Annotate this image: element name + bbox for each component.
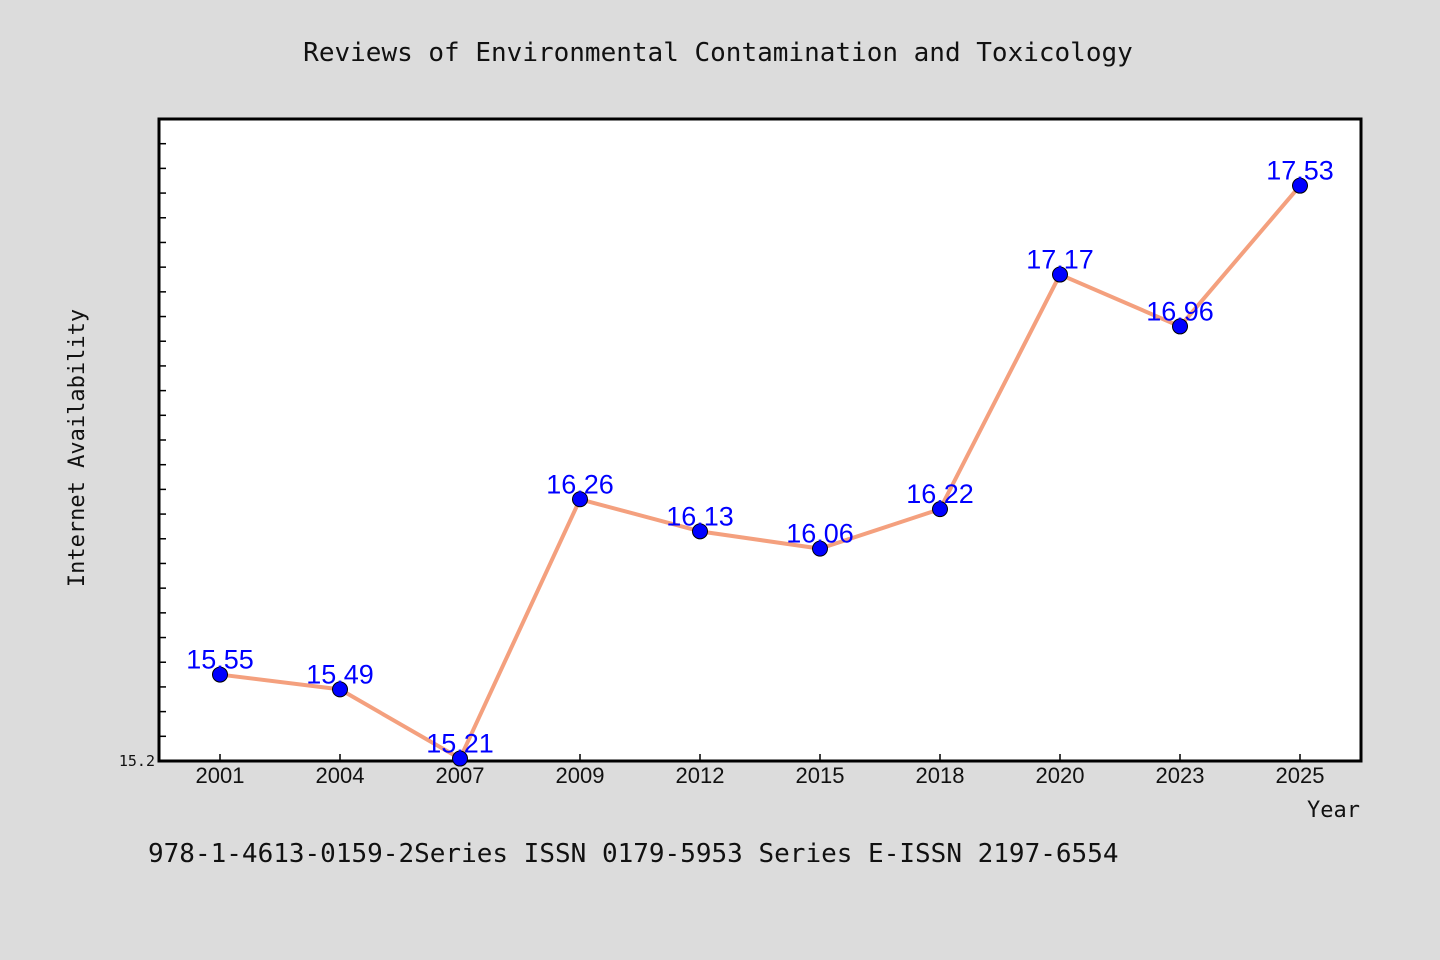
data-point bbox=[1292, 177, 1308, 194]
data-label: 15.55 bbox=[186, 645, 254, 675]
data-point bbox=[212, 666, 228, 683]
data-labels: 15.55 15.49 15.21 16.26 16.13 16.06 16.22 17.17… bbox=[186, 156, 1334, 759]
data-point bbox=[932, 501, 948, 518]
x-tick-label: 2007 bbox=[436, 763, 485, 788]
x-tick-label: 2015 bbox=[796, 763, 845, 788]
data-point bbox=[572, 491, 588, 508]
data-label: 15.49 bbox=[306, 659, 374, 689]
data-markers bbox=[212, 177, 1308, 767]
x-tick-label: 2001 bbox=[196, 763, 245, 788]
data-point bbox=[1172, 318, 1188, 335]
data-label: 16.96 bbox=[1146, 296, 1214, 326]
data-label: 17.17 bbox=[1026, 245, 1094, 275]
x-tick-label: 2018 bbox=[916, 763, 965, 788]
plot-area bbox=[157, 117, 1363, 763]
data-point bbox=[332, 681, 348, 698]
data-point bbox=[1052, 266, 1068, 283]
data-label: 16.06 bbox=[786, 519, 854, 549]
data-label: 17.53 bbox=[1266, 156, 1334, 186]
x-tick-label: 2020 bbox=[1036, 763, 1085, 788]
footnote-text: 978-1-4613-0159-2Series ISSN 0179-5953 S… bbox=[148, 839, 1119, 869]
x-tick-label: 2009 bbox=[556, 763, 605, 788]
data-point bbox=[812, 540, 828, 557]
x-tick-label: 2023 bbox=[1156, 763, 1205, 788]
data-label: 16.22 bbox=[906, 479, 974, 509]
x-tick-label: 2025 bbox=[1276, 763, 1325, 788]
y-tick-label: 15.2 bbox=[119, 752, 155, 770]
x-axis-label: Year bbox=[1307, 798, 1360, 823]
x-axis-ticks: 2001 2004 2007 2009 2012 2015 2018 2020 2023 2025 bbox=[196, 754, 1325, 788]
data-point bbox=[452, 750, 468, 767]
y-axis-ticks: 15.2 bbox=[119, 142, 166, 770]
data-point bbox=[692, 523, 708, 540]
data-label: 16.13 bbox=[666, 501, 734, 531]
x-tick-label: 2012 bbox=[676, 763, 725, 788]
chart-title: Reviews of Environmental Contamination a… bbox=[303, 38, 1133, 68]
data-label: 16.26 bbox=[546, 469, 614, 499]
y-axis-label: Internet Availability bbox=[65, 309, 90, 587]
x-tick-label: 2004 bbox=[316, 763, 365, 788]
data-label: 15.21 bbox=[426, 729, 494, 759]
series-line bbox=[219, 184, 1302, 761]
